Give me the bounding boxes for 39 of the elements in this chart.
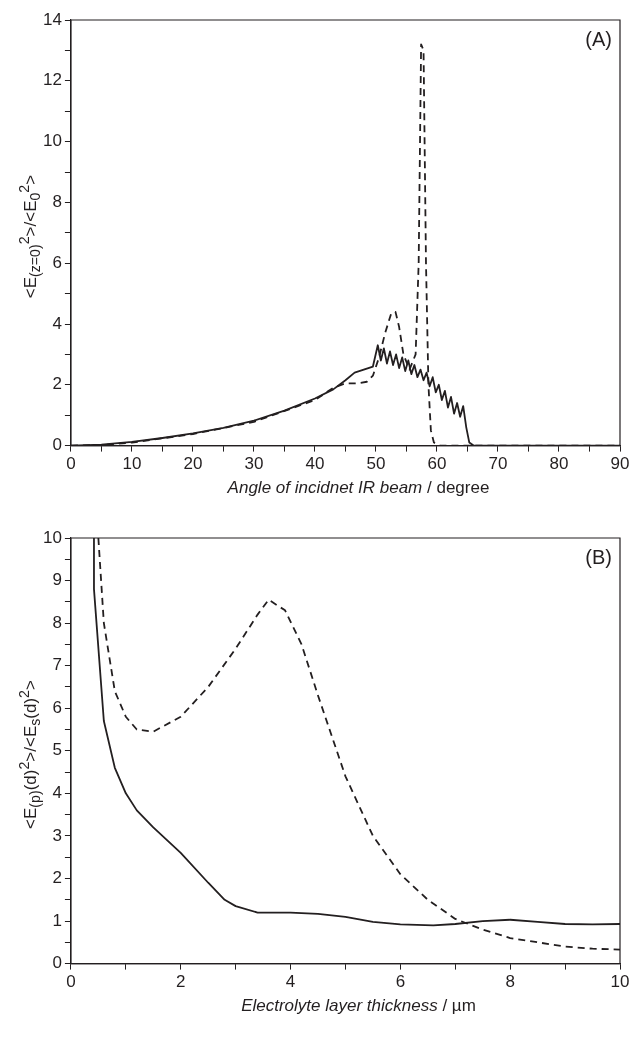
y-tick-label: 14 [42, 9, 62, 29]
x-tick-label: 4 [285, 972, 296, 992]
x-tick-label: 40 [305, 454, 325, 474]
x-tick-label: 80 [549, 454, 569, 474]
x-tick-label: 0 [66, 972, 76, 992]
y-tick-label: 2 [52, 868, 62, 888]
x-tick-label: 6 [395, 972, 406, 992]
y-tick-label: 5 [52, 740, 62, 760]
x-tick-label: 8 [505, 972, 515, 992]
annotation: (B) [585, 545, 612, 568]
annotation: (A) [585, 27, 612, 50]
x-tick-label: 30 [244, 454, 264, 474]
y-tick-label: 6 [52, 697, 62, 717]
x-axis-title: Angle of incidnet IR beam / degree [226, 478, 491, 498]
x-tick-label: 2 [175, 972, 186, 992]
x-tick-label: 10 [122, 454, 142, 474]
x-axis-title: Electrolyte layer thickness / µm [240, 996, 477, 1016]
y-tick-label: 10 [42, 131, 62, 151]
x-tick-label: 0 [66, 454, 76, 474]
x-tick-label: 20 [183, 454, 203, 474]
y-tick-label: 3 [52, 825, 62, 845]
y-tick-label: 0 [52, 435, 62, 455]
y-tick-label: 7 [52, 655, 62, 675]
y-tick-label: 8 [52, 192, 62, 212]
y-tick-label: 9 [52, 570, 62, 590]
y-tick-label: 6 [52, 252, 62, 272]
x-tick-label: 60 [427, 454, 447, 474]
x-tick-label: 10 [610, 972, 630, 992]
x-tick-label: 90 [610, 454, 630, 474]
x-tick-label: 50 [366, 454, 386, 474]
x-tick-label: 70 [488, 454, 508, 474]
y-tick-label: 8 [52, 612, 62, 632]
y-tick-label: 4 [52, 783, 62, 803]
y-tick-label: 12 [42, 70, 62, 90]
y-tick-label: 0 [52, 953, 62, 973]
y-tick-label: 1 [52, 910, 62, 930]
y-tick-label: 4 [52, 313, 62, 333]
y-tick-label: 2 [52, 374, 62, 394]
y-tick-label: 10 [42, 527, 62, 547]
